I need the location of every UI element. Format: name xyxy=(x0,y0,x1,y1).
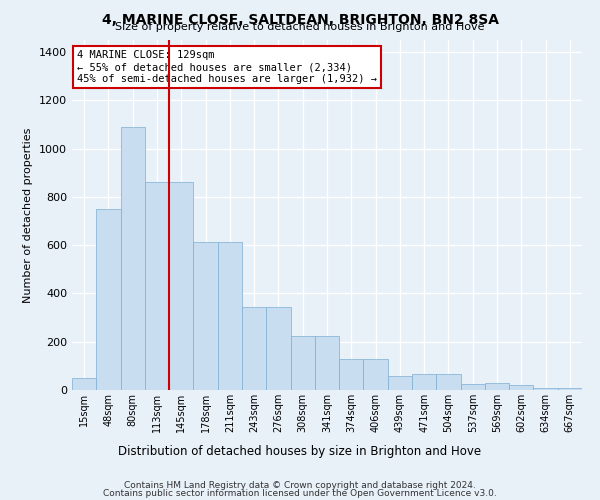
Bar xyxy=(121,127,145,390)
Bar xyxy=(436,374,461,390)
Bar xyxy=(290,336,315,390)
Text: Size of property relative to detached houses in Brighton and Hove: Size of property relative to detached ho… xyxy=(115,22,485,32)
Text: Distribution of detached houses by size in Brighton and Hove: Distribution of detached houses by size … xyxy=(118,444,482,458)
Bar xyxy=(558,388,582,390)
Y-axis label: Number of detached properties: Number of detached properties xyxy=(23,128,34,302)
Bar xyxy=(339,358,364,390)
Bar xyxy=(412,374,436,390)
Bar xyxy=(461,384,485,390)
Text: 4, MARINE CLOSE, SALTDEAN, BRIGHTON, BN2 8SA: 4, MARINE CLOSE, SALTDEAN, BRIGHTON, BN2… xyxy=(101,12,499,26)
Bar xyxy=(509,385,533,390)
Bar xyxy=(388,376,412,390)
Bar xyxy=(315,336,339,390)
Bar xyxy=(193,242,218,390)
Bar xyxy=(96,209,121,390)
Bar xyxy=(266,306,290,390)
Text: 4 MARINE CLOSE: 129sqm
← 55% of detached houses are smaller (2,334)
45% of semi-: 4 MARINE CLOSE: 129sqm ← 55% of detached… xyxy=(77,50,377,84)
Bar xyxy=(169,182,193,390)
Bar xyxy=(364,358,388,390)
Bar xyxy=(72,378,96,390)
Bar xyxy=(145,182,169,390)
Bar xyxy=(485,383,509,390)
Bar xyxy=(533,388,558,390)
Text: Contains HM Land Registry data © Crown copyright and database right 2024.: Contains HM Land Registry data © Crown c… xyxy=(124,481,476,490)
Bar xyxy=(242,306,266,390)
Text: Contains public sector information licensed under the Open Government Licence v3: Contains public sector information licen… xyxy=(103,488,497,498)
Bar xyxy=(218,242,242,390)
